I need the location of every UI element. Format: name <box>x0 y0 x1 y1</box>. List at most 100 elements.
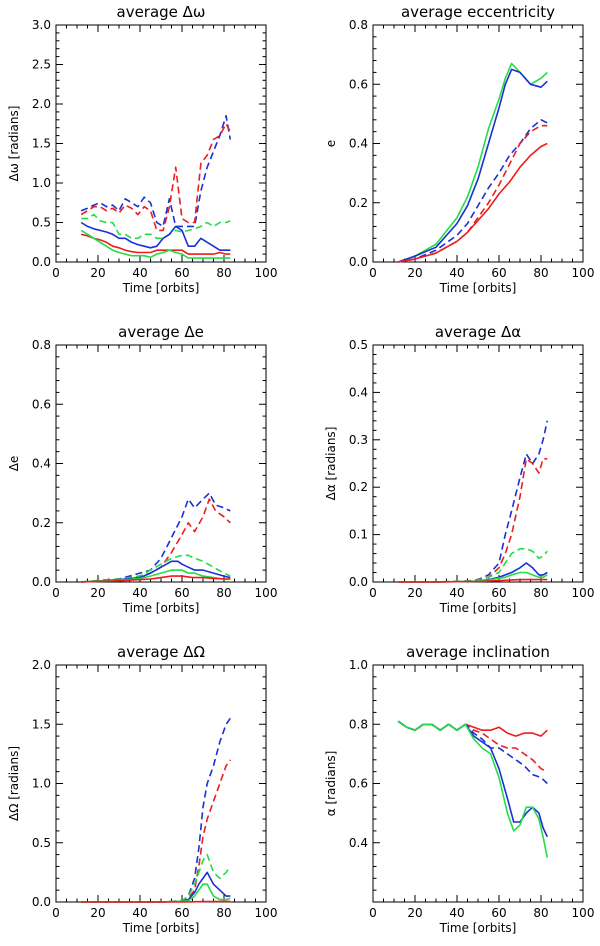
y-tick-label: 0.8 <box>349 717 368 731</box>
y-axis-label: Δα [radians] <box>324 427 338 501</box>
x-tick-label: 80 <box>216 266 231 280</box>
series-red-solid <box>398 578 548 583</box>
x-tick-label: 80 <box>533 266 548 280</box>
x-tick-label: 40 <box>132 266 147 280</box>
x-tick-label: 100 <box>255 906 278 920</box>
series-green-dashed <box>398 547 548 583</box>
series-red-solid <box>81 900 231 903</box>
chart-title: average inclination <box>406 643 550 661</box>
x-axis-label: Time [orbits] <box>439 601 517 615</box>
x-tick-label: 100 <box>572 906 595 920</box>
y-axis-label: ΔΩ [radians] <box>7 746 21 821</box>
panel-4: average Δα 0 20 40 60 80 100 0.0 0.1 0.2 0.3 0.4 0.5… <box>324 323 594 615</box>
panel-2: average eccentricity 0 20 40 60 80 100 0.0 0.2 0.… <box>324 3 594 295</box>
y-tick-label: 0.4 <box>349 385 368 399</box>
y-tick-label: 2.0 <box>32 658 51 672</box>
y-tick-label: 0.4 <box>32 457 51 471</box>
chart-title: average eccentricity <box>401 3 555 21</box>
x-tick-label: 60 <box>491 906 506 920</box>
panel-1: average Δω 0 20 40 60 80 100 0.0 0.5 1.0 1.5 2.0 2.5… <box>7 3 277 295</box>
y-tick-label: 0.4 <box>349 137 368 151</box>
x-tick-label: 0 <box>369 586 377 600</box>
x-axis-label: Time [orbits] <box>439 281 517 295</box>
series-green-solid <box>80 229 231 259</box>
y-axis-label: α [radians] <box>324 751 338 817</box>
series-blue-dashed <box>398 420 549 583</box>
series-red-dashed <box>81 498 231 583</box>
series-green-solid <box>397 720 549 858</box>
y-tick-label: 2.0 <box>32 97 51 111</box>
series-blue-solid <box>397 68 548 263</box>
x-tick-label: 80 <box>216 586 231 600</box>
x-tick-label: 40 <box>449 266 464 280</box>
x-tick-label: 20 <box>407 266 422 280</box>
y-tick-label: 0.0 <box>349 575 368 589</box>
chart-title: average Δe <box>118 323 204 341</box>
series-green-solid <box>398 571 548 583</box>
y-tick-label: 0.2 <box>349 480 368 494</box>
plot-frame <box>55 344 267 583</box>
y-tick-label: 1.0 <box>32 777 51 791</box>
series-blue-solid <box>80 221 231 251</box>
chart-title: average Δω <box>117 3 206 21</box>
x-tick-label: 0 <box>369 266 377 280</box>
chart-title: average ΔΩ <box>117 643 205 661</box>
y-tick-label: 0.8 <box>349 18 368 32</box>
y-tick-label: 0.0 <box>32 255 51 269</box>
y-tick-label: 1.0 <box>349 658 368 672</box>
x-tick-label: 80 <box>216 906 231 920</box>
x-tick-label: 20 <box>90 586 105 600</box>
y-tick-label: 0.0 <box>349 255 368 269</box>
series-green-dashed <box>81 213 231 240</box>
y-tick-label: 0.8 <box>32 338 51 352</box>
series-blue-dashed <box>81 492 231 583</box>
plot-frame <box>372 664 584 903</box>
x-tick-label: 100 <box>572 266 595 280</box>
plot-frame <box>55 664 267 903</box>
series-blue-dashed <box>398 119 548 263</box>
panel-3: average Δe 0 20 40 60 80 100 0.0 0.2 0.4 0.6 0.8 Tim… <box>7 323 277 615</box>
y-tick-label: 2.5 <box>32 58 51 72</box>
x-axis-label: Time [orbits] <box>122 601 200 615</box>
y-tick-label: 0.5 <box>32 836 51 850</box>
series-green-dashed <box>81 554 231 583</box>
x-tick-label: 0 <box>52 906 60 920</box>
x-tick-label: 0 <box>369 906 377 920</box>
x-tick-label: 0 <box>52 266 60 280</box>
chart-title: average Δα <box>435 323 521 341</box>
y-tick-label: 0.6 <box>349 777 368 791</box>
series-blue-dashed <box>80 115 232 228</box>
x-tick-label: 20 <box>407 586 422 600</box>
x-tick-label: 60 <box>174 586 189 600</box>
y-tick-label: 0.3 <box>349 433 368 447</box>
x-axis-label: Time [orbits] <box>439 921 517 935</box>
x-tick-label: 60 <box>174 906 189 920</box>
y-axis-label: Δω [radians] <box>7 106 21 182</box>
y-tick-label: 0.0 <box>32 575 51 589</box>
series-red-solid <box>81 575 231 583</box>
x-tick-label: 60 <box>491 266 506 280</box>
x-axis-label: Time [orbits] <box>122 281 200 295</box>
x-tick-label: 100 <box>255 586 278 600</box>
y-tick-label: 0.2 <box>32 516 51 530</box>
y-tick-label: 0.2 <box>349 196 368 210</box>
y-tick-label: 0.4 <box>349 836 368 850</box>
y-tick-label: 0.6 <box>32 397 51 411</box>
series-red-solid <box>398 142 548 263</box>
x-tick-label: 100 <box>255 266 278 280</box>
series-red-solid <box>81 233 231 255</box>
y-tick-label: 0.5 <box>349 338 368 352</box>
x-tick-label: 60 <box>174 266 189 280</box>
y-tick-label: 1.5 <box>32 717 51 731</box>
x-axis-label: Time [orbits] <box>122 921 200 935</box>
y-tick-label: 0.5 <box>32 216 51 230</box>
y-axis-label: Δe <box>7 456 21 472</box>
x-tick-label: 100 <box>572 586 595 600</box>
x-tick-label: 40 <box>449 586 464 600</box>
y-axis-label: e <box>324 140 338 147</box>
y-tick-label: 1.5 <box>32 137 51 151</box>
x-tick-label: 20 <box>407 906 422 920</box>
y-tick-label: 1.0 <box>32 176 51 190</box>
x-tick-label: 60 <box>491 586 506 600</box>
